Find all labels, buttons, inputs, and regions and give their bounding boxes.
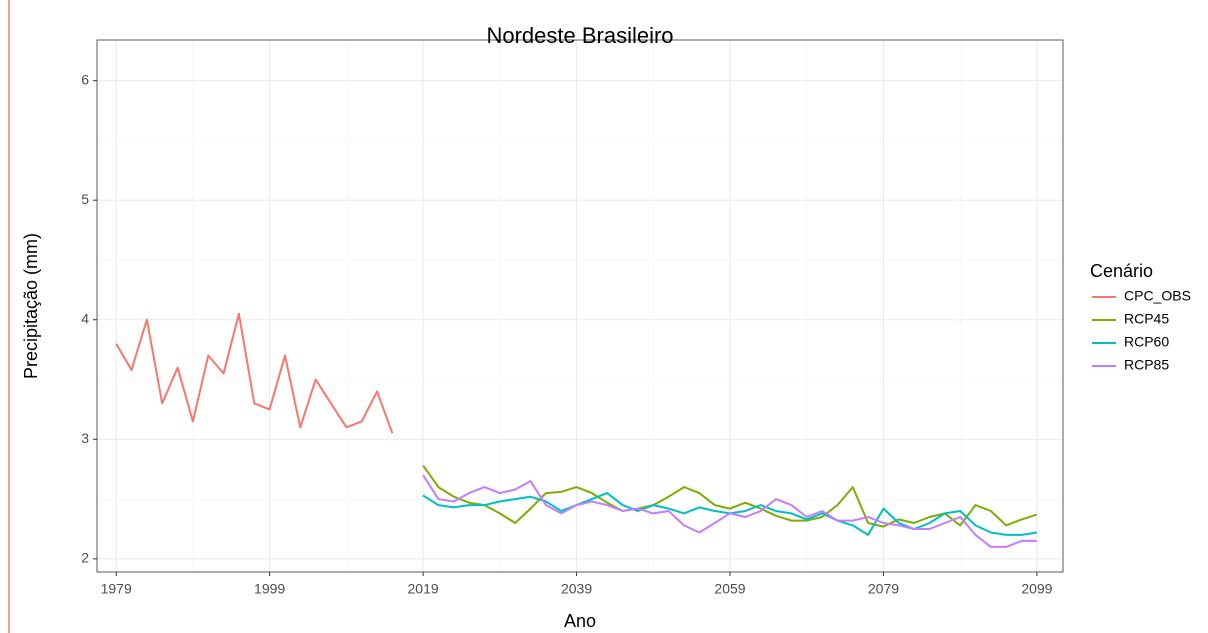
x-tick-label: 2079 <box>868 581 899 597</box>
series-line <box>115 312 394 434</box>
legend: Cenário CPC_OBS RCP45 RCP60 RCP85 <box>1090 261 1191 373</box>
legend-label: RCP60 <box>1124 334 1169 350</box>
legend-title: Cenário <box>1090 261 1153 281</box>
plot-panel <box>97 40 1063 572</box>
y-axis-label: Precipitação (mm) <box>21 233 41 379</box>
series-line <box>422 474 1037 548</box>
legend-label: CPC_OBS <box>1124 288 1191 304</box>
series-line <box>422 465 1038 528</box>
y-tick-label: 2 <box>81 550 89 566</box>
plot-border <box>96 39 1064 573</box>
y-tick-label: 5 <box>81 191 89 207</box>
x-tick-label: 2099 <box>1021 581 1052 597</box>
axes: 2 3 4 5 6 1979 1999 2019 2039 2059 2079 2099 <box>81 71 1052 596</box>
y-tick-label: 3 <box>81 430 89 446</box>
grid <box>97 40 1063 572</box>
chart-title: Nordeste Brasileiro <box>486 23 673 48</box>
legend-label: RCP45 <box>1124 311 1169 327</box>
x-tick-label: 1999 <box>254 581 285 597</box>
y-tick-label: 4 <box>81 310 89 326</box>
x-tick-label: 2059 <box>714 581 745 597</box>
legend-label: RCP85 <box>1124 357 1169 373</box>
x-tick-label: 2019 <box>408 581 439 597</box>
series-lines <box>115 312 1038 548</box>
x-axis-label: Ano <box>564 611 596 631</box>
x-tick-label: 1979 <box>101 581 132 597</box>
x-tick-label: 2039 <box>561 581 592 597</box>
y-tick-label: 6 <box>81 71 89 87</box>
